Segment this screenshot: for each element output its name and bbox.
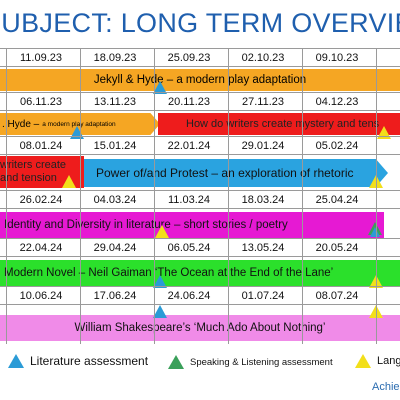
date-cell: 13.05.24 (241, 242, 285, 254)
grid-line (228, 48, 229, 344)
date-cell: 18.09.23 (93, 52, 137, 64)
literature-assessment-icon (370, 227, 380, 237)
date-cell: 01.07.24 (241, 290, 285, 302)
grid-line (376, 48, 377, 344)
legend-label: Lang (377, 355, 400, 367)
green-triangle-icon (168, 355, 184, 369)
unit-band-identity-diversity: Identity and Diversity in literature – s… (0, 212, 384, 238)
legend-item-literature: Literature assessment (8, 354, 148, 368)
band-sublabel: a modern play adaptation (42, 120, 116, 128)
band-label: Identity and Diversity in literature – s… (4, 219, 288, 231)
date-cell: 04.03.24 (93, 194, 137, 206)
date-row: 11.09.23 18.09.23 25.09.23 02.10.23 09.1… (0, 48, 400, 66)
overview-grid: 11.09.23 18.09.23 25.09.23 02.10.23 09.1… (0, 48, 400, 344)
grid-line (154, 48, 155, 344)
unit-band-power-protest: Power of/and Protest – an exploration of… (84, 159, 388, 187)
date-cell: 18.03.24 (241, 194, 285, 206)
date-cell: 20.05.24 (315, 242, 359, 254)
grid-line (6, 48, 7, 344)
legend-item-speaking-listening: Speaking & Listening assessment (168, 355, 333, 369)
date-row: 10.06.24 17.06.24 24.06.24 01.07.24 08.0… (0, 286, 400, 304)
legend: Literature assessment Speaking & Listeni… (0, 350, 400, 376)
band-label: Jekyll & Hyde – a modern play adaptation (93, 74, 307, 86)
date-row: 26.02.24 04.03.24 11.03.24 18.03.24 25.0… (0, 190, 400, 208)
date-cell: 17.06.24 (93, 290, 137, 302)
blue-triangle-icon (8, 354, 24, 368)
literature-assessment-icon (153, 81, 167, 94)
date-cell: 27.11.23 (241, 96, 284, 108)
date-cell: 26.02.24 (19, 194, 63, 206)
page-title: SUBJECT: LONG TERM OVERVIEW 20 (0, 8, 400, 38)
date-cell: 11.03.24 (167, 194, 210, 206)
unit-band-much-ado: William Shakespeare’s ‘Much Ado About No… (0, 315, 400, 341)
date-cell: 20.11.23 (167, 96, 210, 108)
band-label: writers create (0, 159, 67, 171)
date-cell: 04.12.23 (315, 96, 359, 108)
date-cell: 22.01.24 (167, 140, 211, 152)
date-cell: 25.09.23 (167, 52, 211, 64)
date-cell: 09.10.23 (315, 52, 359, 64)
date-cell: 10.06.24 (19, 290, 63, 302)
unit-band-jekyll-hyde: Jekyll & Hyde – a modern play adaptation (0, 69, 400, 91)
date-cell: 08.07.24 (315, 290, 359, 302)
date-cell: 29.04.24 (93, 242, 137, 254)
language-assessment-icon (155, 225, 169, 238)
date-cell: 29.01.24 (241, 140, 285, 152)
footer-text: Achie (372, 381, 400, 393)
grid-line (302, 48, 303, 344)
grid-line (80, 48, 81, 344)
date-cell: 08.01.24 (19, 140, 63, 152)
band-row: William Shakespeare’s ‘Much Ado About No… (0, 304, 400, 344)
band-row: writers create and tension Power of/and … (0, 154, 400, 190)
literature-assessment-icon (153, 275, 167, 288)
date-cell: 05.02.24 (315, 140, 359, 152)
date-cell: 06.05.24 (167, 242, 211, 254)
date-row: 08.01.24 15.01.24 22.01.24 29.01.24 05.0… (0, 136, 400, 154)
unit-band-modern-novel: Modern Novel – Neil Gaiman ‘The Ocean at… (0, 260, 400, 286)
language-assessment-icon (62, 175, 76, 188)
date-cell: 13.11.23 (93, 96, 136, 108)
date-cell: 15.01.24 (93, 140, 137, 152)
unit-band-mystery-tension: How do writers create mystery and tens (158, 113, 400, 135)
band-label: How do writers create mystery and tens (186, 118, 380, 130)
band-label: William Shakespeare’s ‘Much Ado About No… (74, 322, 326, 334)
date-row: 06.11.23 13.11.23 20.11.23 27.11.23 04.1… (0, 92, 400, 110)
legend-label: Speaking & Listening assessment (190, 356, 333, 368)
literature-assessment-icon (153, 305, 167, 318)
date-cell: 25.04.24 (315, 194, 359, 206)
band-row: Identity and Diversity in literature – s… (0, 208, 400, 238)
band-row: Modern Novel – Neil Gaiman ‘The Ocean at… (0, 256, 400, 288)
band-row: . Hyde – a modern play adaptation How do… (0, 110, 400, 139)
language-assessment-icon (377, 126, 391, 139)
band-label-line2: and tension (0, 172, 57, 184)
band-row: Jekyll & Hyde – a modern play adaptation (0, 66, 400, 94)
legend-item-language: Lang (355, 354, 400, 368)
date-cell: 06.11.23 (19, 96, 62, 108)
band-label: Modern Novel – Neil Gaiman ‘The Ocean at… (4, 267, 334, 279)
date-row: 22.04.24 29.04.24 06.05.24 13.05.24 20.0… (0, 238, 400, 256)
date-cell: 24.06.24 (167, 290, 211, 302)
legend-label: Literature assessment (30, 354, 149, 368)
date-cell: 11.09.23 (19, 52, 62, 64)
date-cell: 22.04.24 (19, 242, 63, 254)
band-label: Power of/and Protest – an exploration of… (96, 166, 354, 180)
band-label: . Hyde – (2, 118, 40, 130)
yellow-triangle-icon (355, 354, 371, 368)
date-cell: 02.10.23 (241, 52, 285, 64)
